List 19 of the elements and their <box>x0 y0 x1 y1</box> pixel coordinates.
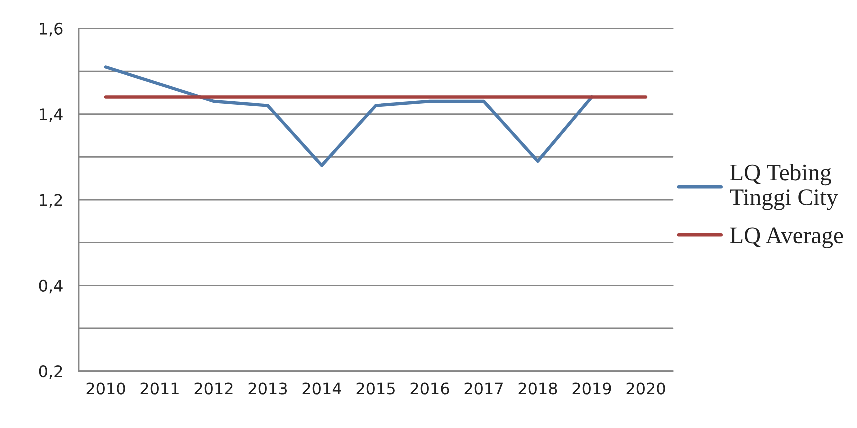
x-tick-label: 2011 <box>140 382 179 395</box>
x-tick-label: 2016 <box>410 382 450 395</box>
x-tick-label: 2017 <box>464 382 503 395</box>
y-tick-label: 1,4 <box>40 108 63 122</box>
x-tick-label: 2015 <box>356 382 395 395</box>
y-tick-label: 1,2 <box>40 194 62 208</box>
line-series <box>104 66 594 168</box>
x-tick-label: 2014 <box>302 382 342 395</box>
x-tick-label: 2019 <box>572 382 612 395</box>
y-tick-label: 1,6 <box>40 22 63 37</box>
x-tick-label: 2018 <box>518 382 558 395</box>
x-tick-label: 2012 <box>194 382 233 395</box>
x-tick-label: 2013 <box>248 382 288 395</box>
y-tick-label: 0,4 <box>39 280 63 294</box>
y-tick-label: 0,2 <box>39 366 62 380</box>
x-tick-label: 2010 <box>86 382 126 395</box>
legend-label: LQ Tebing Tinggi City <box>730 164 838 210</box>
x-tick-label: 2020 <box>626 382 666 395</box>
legend-label: LQ Average <box>730 228 844 248</box>
